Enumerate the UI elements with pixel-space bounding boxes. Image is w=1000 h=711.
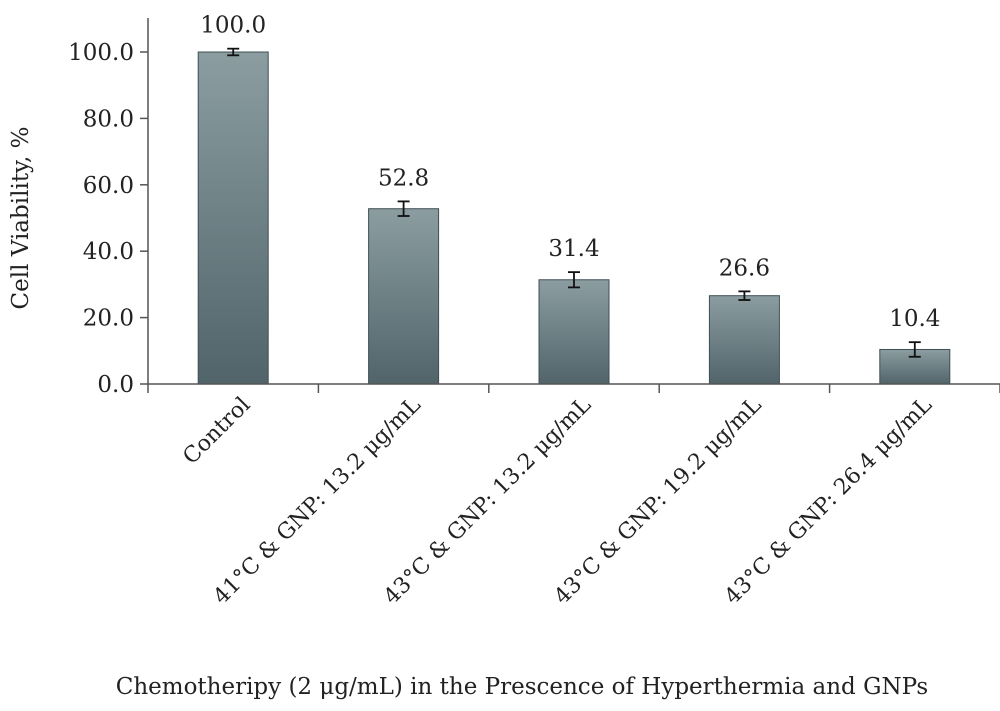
x-tick-label: Control: [178, 393, 255, 470]
bar: [538, 279, 610, 385]
data-label: 31.4: [548, 236, 599, 262]
x-axis-title: Chemotheripy (2 μg/mL) in the Prescence …: [116, 674, 929, 700]
x-tick-label: 43°C & GNP: 26.4 μg/mL: [720, 392, 937, 609]
y-tick-label: 20.0: [83, 306, 134, 332]
bar: [368, 208, 440, 385]
y-tick-label: 0.0: [97, 372, 134, 398]
y-tick-label: 80.0: [83, 106, 134, 132]
bar: [197, 51, 269, 385]
y-tick-label: 60.0: [83, 173, 134, 199]
y-tick-label: 100.0: [68, 40, 134, 66]
bar: [708, 295, 780, 385]
y-tick-label: 40.0: [83, 239, 134, 265]
data-label: 100.0: [200, 13, 266, 39]
y-axis-title: Cell Viability, %: [8, 127, 34, 310]
data-label: 10.4: [889, 306, 940, 332]
axes-layer: [140, 18, 1000, 393]
data-label: 26.6: [719, 255, 770, 281]
data-label: 52.8: [378, 165, 429, 191]
bars-layer: [197, 47, 951, 385]
